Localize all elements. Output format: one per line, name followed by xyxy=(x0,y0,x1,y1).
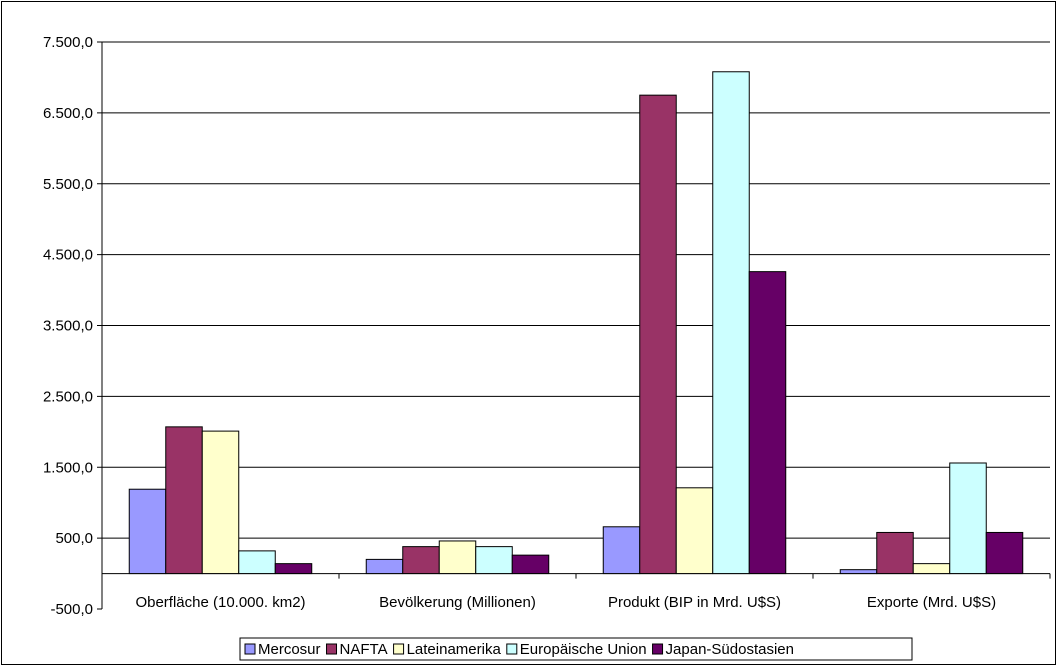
x-tick-label: Exporte (Mrd. U$S) xyxy=(867,594,996,611)
bar xyxy=(475,546,513,575)
y-tick-label: 500,0 xyxy=(55,530,93,547)
y-tick-label: -500,0 xyxy=(50,601,93,618)
x-tick-label: Produkt (BIP in Mrd. U$S) xyxy=(608,594,781,611)
bar xyxy=(985,531,1024,575)
bar xyxy=(602,526,641,575)
bar xyxy=(839,569,878,575)
legend-swatch xyxy=(506,643,518,655)
y-tick-label: 5.500,0 xyxy=(43,176,93,193)
legend-box xyxy=(239,637,913,661)
bar xyxy=(165,426,203,575)
bar xyxy=(365,558,404,575)
legend-label: Mercosur xyxy=(258,641,321,658)
bar xyxy=(274,563,313,575)
bar xyxy=(876,531,914,575)
x-tick-label: Bevölkerung (Millionen) xyxy=(379,594,536,611)
y-tick-label: 1.500,0 xyxy=(43,459,93,476)
bar xyxy=(748,271,787,575)
bar xyxy=(201,430,240,575)
bar xyxy=(949,462,987,575)
bar xyxy=(238,550,276,575)
legend-label: Lateinamerika xyxy=(407,641,502,658)
y-tick-label: 4.500,0 xyxy=(43,247,93,264)
bar xyxy=(511,554,550,575)
legend-swatch xyxy=(393,643,405,655)
bar xyxy=(639,94,677,575)
y-tick-label: 6.500,0 xyxy=(43,105,93,122)
legend-label: Europäische Union xyxy=(520,641,647,658)
x-tick-label: Oberfläche (10.000. km2) xyxy=(135,594,305,611)
bar xyxy=(128,488,167,575)
y-tick-label: 3.500,0 xyxy=(43,318,93,335)
legend-swatch xyxy=(244,643,256,655)
bar xyxy=(675,487,714,575)
legend-swatch xyxy=(326,643,338,655)
bar xyxy=(438,540,477,575)
bar xyxy=(712,71,750,575)
bar xyxy=(912,563,951,575)
legend-label: Japan-Südostasien xyxy=(666,641,794,658)
y-tick-label: 2.500,0 xyxy=(43,388,93,405)
legend-swatch xyxy=(652,643,664,655)
y-tick-label: 7.500,0 xyxy=(43,34,93,51)
bar xyxy=(402,546,440,575)
legend-label: NAFTA xyxy=(340,641,388,658)
